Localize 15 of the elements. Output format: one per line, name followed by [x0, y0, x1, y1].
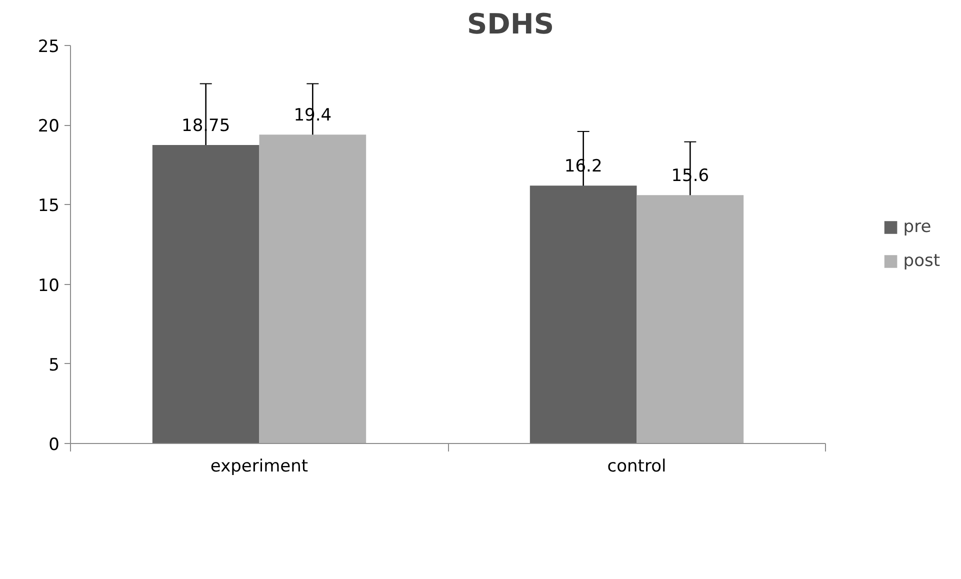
y-tick-label: 10: [38, 276, 60, 296]
chart-title: SDHS: [466, 8, 554, 40]
x-tick-label: experiment: [210, 456, 308, 476]
y-tick-label: 20: [38, 116, 60, 137]
y-tick-label: 25: [38, 37, 60, 57]
y-tick-label: 15: [38, 196, 60, 216]
bar: [530, 186, 637, 444]
legend-label: post: [903, 251, 940, 271]
y-tick-label: 5: [48, 355, 60, 376]
bar: [152, 145, 260, 444]
bar: [259, 134, 366, 444]
x-tick-label: control: [607, 456, 666, 476]
y-tick-label: 0: [48, 435, 60, 455]
bar: [636, 195, 744, 444]
legend-label: pre: [903, 217, 932, 237]
